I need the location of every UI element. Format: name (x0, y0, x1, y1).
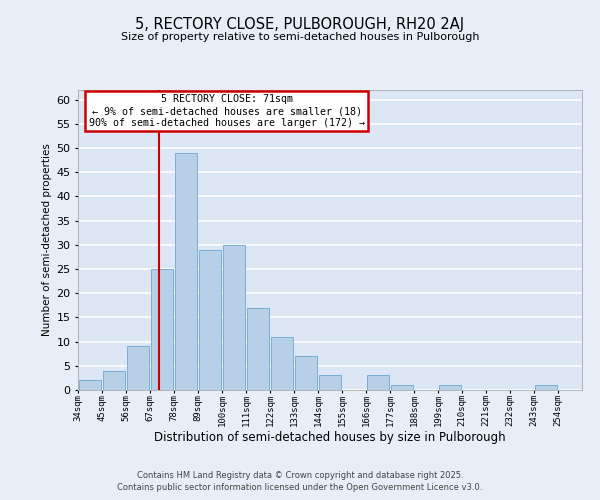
Bar (79, 380, 101, 390)
Text: Size of property relative to semi-detached houses in Pulborough: Size of property relative to semi-detach… (121, 32, 479, 42)
Bar (295, 356, 317, 390)
Text: 5 RECTORY CLOSE: 71sqm
← 9% of semi-detached houses are smaller (18)
90% of semi: 5 RECTORY CLOSE: 71sqm ← 9% of semi-deta… (89, 94, 365, 128)
X-axis label: Distribution of semi-detached houses by size in Pulborough: Distribution of semi-detached houses by … (154, 430, 506, 444)
Bar (175, 153, 197, 390)
Bar (199, 250, 221, 390)
Bar (103, 370, 125, 390)
Y-axis label: Number of semi-detached properties: Number of semi-detached properties (42, 144, 52, 336)
Bar (247, 308, 269, 390)
Bar (271, 337, 293, 390)
Bar (127, 346, 149, 390)
Text: Contains HM Land Registry data © Crown copyright and database right 2025.: Contains HM Land Registry data © Crown c… (137, 471, 463, 480)
Bar (367, 376, 389, 390)
Bar (319, 376, 341, 390)
Text: Contains public sector information licensed under the Open Government Licence v3: Contains public sector information licen… (118, 484, 482, 492)
Text: 5, RECTORY CLOSE, PULBOROUGH, RH20 2AJ: 5, RECTORY CLOSE, PULBOROUGH, RH20 2AJ (136, 18, 464, 32)
Bar (223, 245, 245, 390)
Bar (535, 385, 557, 390)
Bar (391, 385, 413, 390)
Bar (151, 269, 173, 390)
Bar (439, 385, 461, 390)
